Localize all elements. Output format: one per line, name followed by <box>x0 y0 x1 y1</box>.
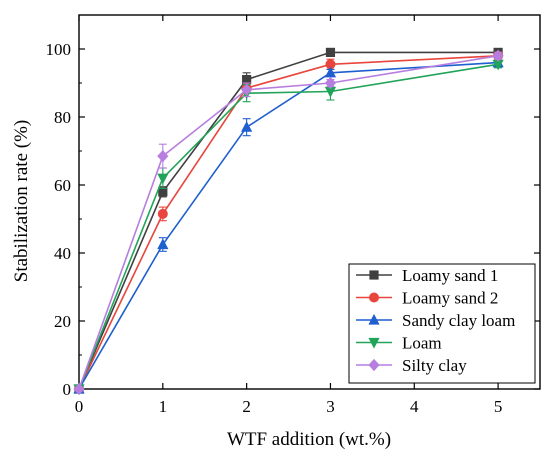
legend-label: Loam <box>402 334 442 353</box>
legend-item: Loam <box>356 334 442 353</box>
x-tick-label: 2 <box>242 397 251 416</box>
legend-label: Loamy sand 1 <box>402 266 498 285</box>
data-point <box>324 66 337 78</box>
series-layer <box>73 47 504 396</box>
y-axis-title: Stabilization rate (%) <box>11 120 32 283</box>
legend-marker <box>368 337 380 349</box>
data-point <box>157 238 169 250</box>
x-tick-label: 5 <box>494 397 503 416</box>
data-point <box>157 208 168 219</box>
data-point <box>242 75 252 85</box>
data-point <box>492 49 504 62</box>
y-tick-label: 40 <box>54 244 71 263</box>
data-point <box>324 86 337 98</box>
y-tick-label: 20 <box>54 312 71 331</box>
series-4 <box>73 49 504 396</box>
legend-item: Loamy sand 2 <box>356 289 498 308</box>
x-tick-label: 0 <box>75 397 84 416</box>
data-point <box>492 59 504 71</box>
legend-label: Loamy sand 2 <box>402 289 498 308</box>
data-point <box>325 59 336 70</box>
y-tick-label: 60 <box>54 176 71 195</box>
data-point <box>158 187 168 197</box>
x-tick-label: 4 <box>410 397 419 416</box>
legend-item: Sandy clay loam <box>356 311 515 330</box>
legend-marker <box>369 292 379 303</box>
legend-item: Loamy sand 1 <box>356 266 498 285</box>
legend-marker <box>368 358 380 372</box>
x-tick-label: 1 <box>159 397 168 416</box>
x-tick-label: 3 <box>326 397 335 416</box>
y-tick-label: 80 <box>54 108 71 127</box>
data-point <box>325 47 336 57</box>
y-tick-label: 100 <box>46 40 72 59</box>
legend-label: Sandy clay loam <box>402 311 515 330</box>
plot-frame <box>78 14 541 390</box>
data-point <box>241 83 253 96</box>
y-tick-label: 0 <box>63 380 72 399</box>
legend-item: Silty clay <box>356 356 467 375</box>
legend-marker <box>369 270 379 280</box>
data-point <box>157 150 169 163</box>
legend-label: Silty clay <box>402 356 467 375</box>
data-point <box>241 121 253 132</box>
legend: Loamy sand 1 Loamy sand 2 Sandy clay loam L… <box>348 263 536 384</box>
legend-marker <box>368 313 380 325</box>
data-point <box>73 382 85 396</box>
data-point <box>157 173 169 185</box>
data-point <box>324 76 337 90</box>
x-axis-title: WTF addition (wt.%) <box>227 429 391 450</box>
legend-box <box>348 263 536 384</box>
axes: 0 1 2 3 4 5 0 20 40 60 80 100 <box>46 14 541 416</box>
